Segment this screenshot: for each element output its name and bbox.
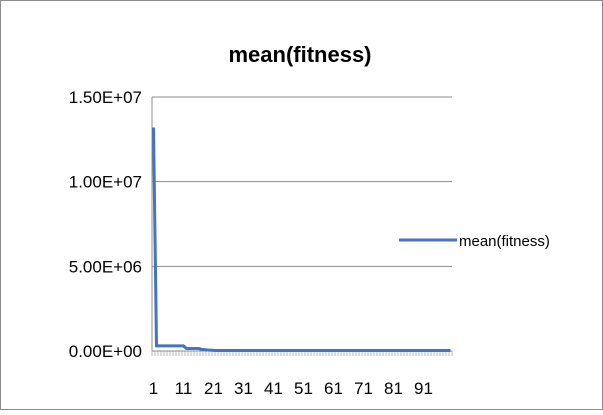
chart-title: mean(fitness) bbox=[228, 42, 371, 67]
x-tick-label: 51 bbox=[294, 379, 313, 398]
y-tick-label-1: 5.00E+06 bbox=[69, 257, 142, 276]
x-tick-label: 1 bbox=[149, 379, 158, 398]
legend: mean(fitness) bbox=[399, 233, 550, 250]
y-tick-label-3: 1.50E+07 bbox=[69, 88, 142, 107]
legend-label-mean-fitness: mean(fitness) bbox=[459, 233, 550, 250]
y-tick-label-0: 0.00E+00 bbox=[69, 342, 142, 361]
x-tick-label: 71 bbox=[354, 379, 373, 398]
y-tick-label-2: 1.00E+07 bbox=[69, 173, 142, 192]
x-tick-label: 61 bbox=[324, 379, 343, 398]
y-axis-tick-labels: 0.00E+00 5.00E+06 1.00E+07 1.50E+07 bbox=[69, 88, 142, 361]
x-tick-label: 31 bbox=[234, 379, 253, 398]
x-tick-label: 81 bbox=[384, 379, 403, 398]
series-layer bbox=[152, 127, 451, 352]
x-tick-label: 21 bbox=[204, 379, 223, 398]
x-tick-label: 41 bbox=[264, 379, 283, 398]
x-tick-label: 91 bbox=[414, 379, 433, 398]
gridlines bbox=[152, 96, 452, 267]
x-tick-label: 11 bbox=[175, 379, 193, 398]
x-axis-tick-labels: 1 11 21 31 41 51 61 71 81 91 bbox=[149, 379, 433, 398]
series-line-mean-fitness bbox=[152, 127, 451, 352]
